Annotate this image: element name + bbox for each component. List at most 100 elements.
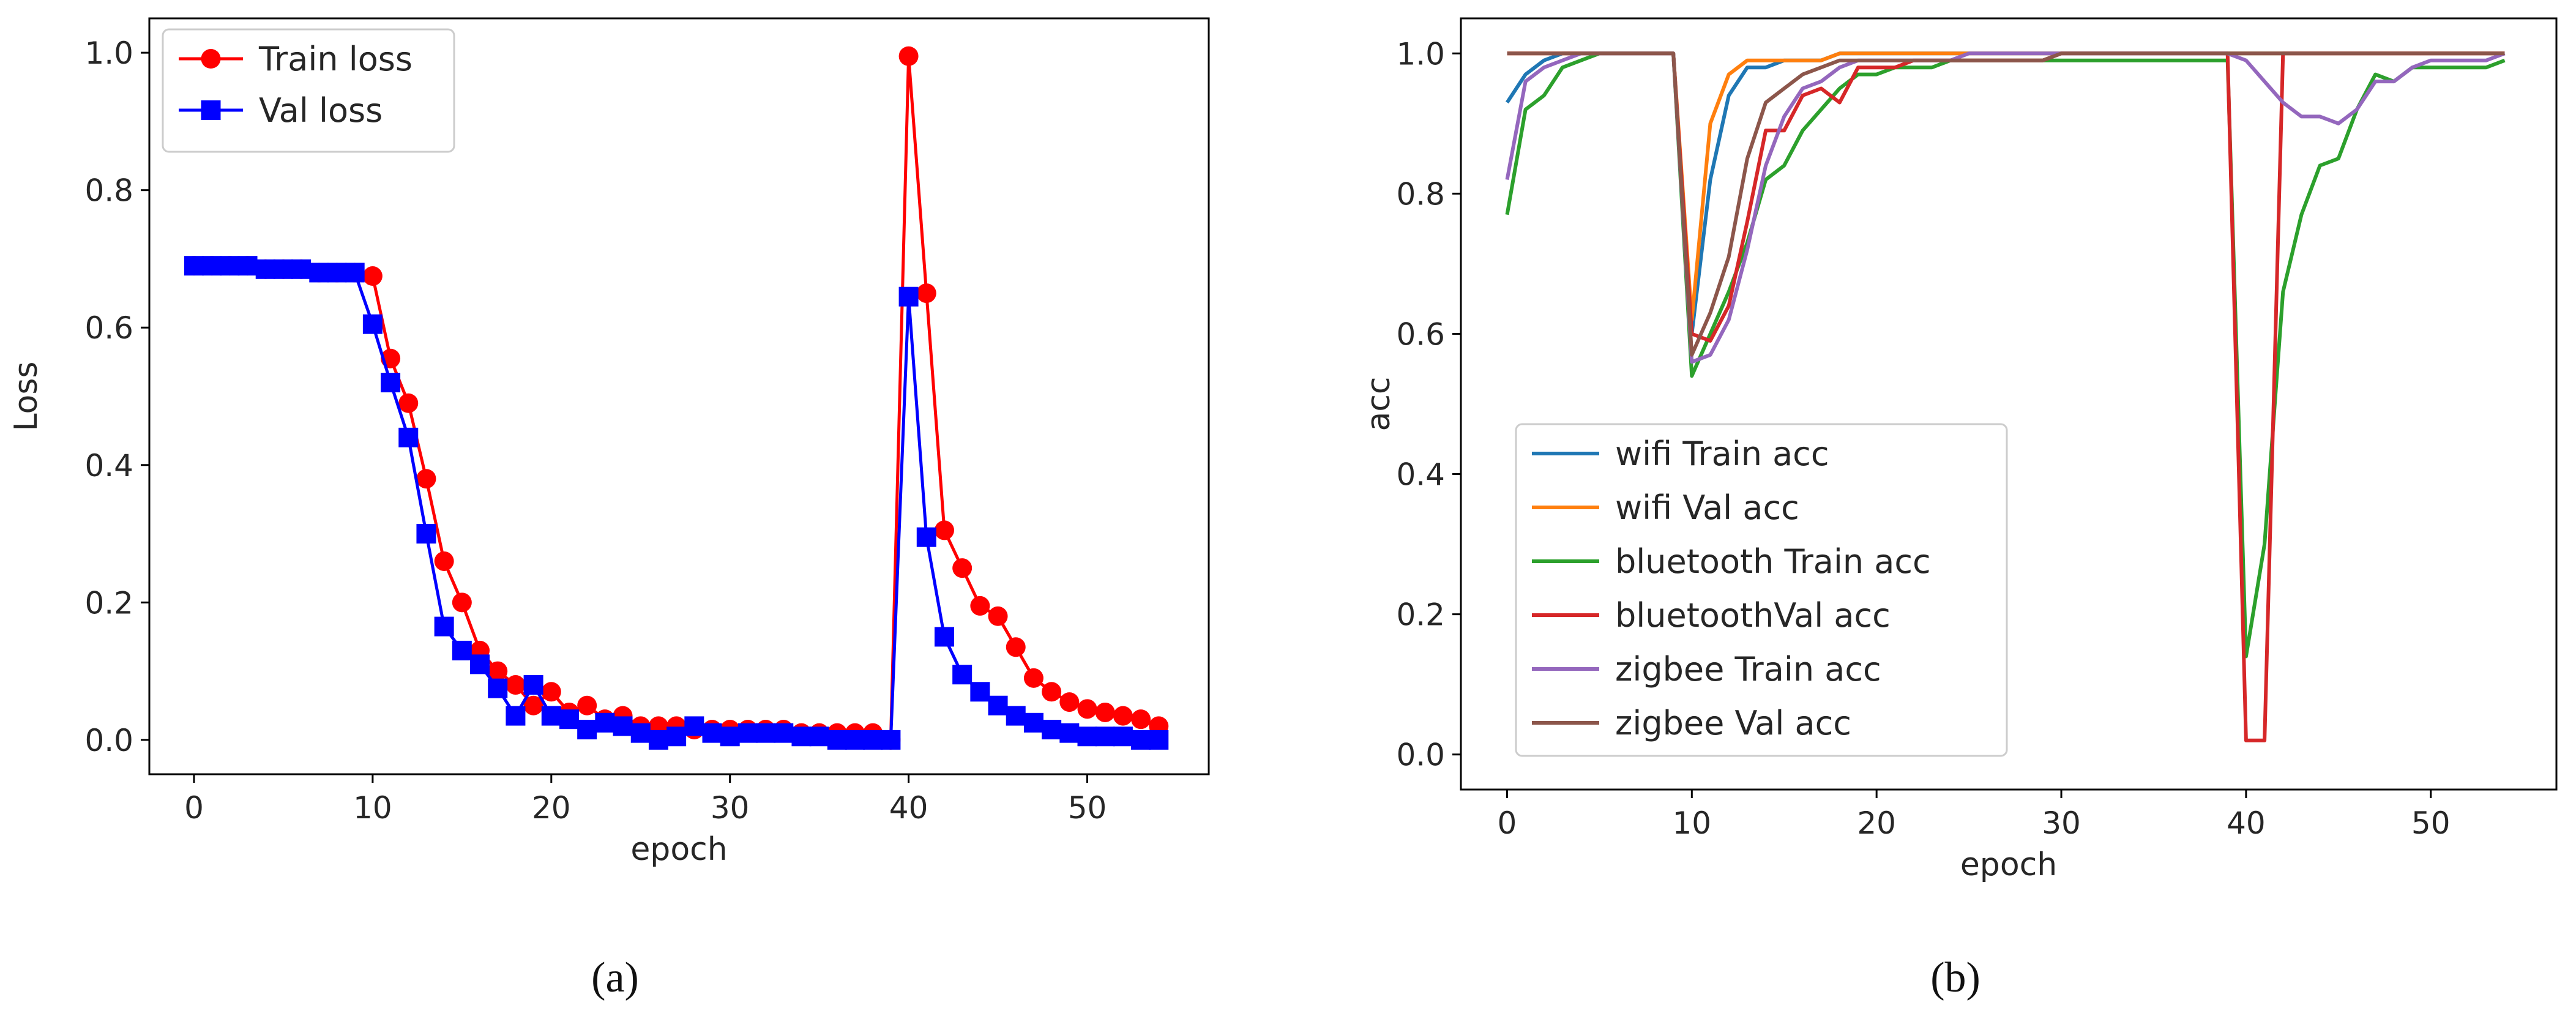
series-val-loss (184, 256, 1169, 750)
data-point (362, 266, 383, 286)
y-tick-label: 0.2 (84, 585, 133, 621)
data-point (345, 263, 365, 283)
data-point (255, 259, 275, 279)
data-point (988, 695, 1008, 715)
data-point (1095, 702, 1115, 722)
legend-label: bluetoothVal acc (1615, 596, 1891, 635)
data-point (1042, 720, 1062, 740)
legend-marker (201, 49, 221, 69)
data-point (488, 678, 508, 698)
data-point (523, 675, 543, 695)
data-point (845, 730, 865, 750)
data-point (970, 682, 990, 702)
y-tick-label: 0.8 (84, 173, 133, 209)
data-point (684, 716, 704, 736)
y-tick-label: 1.0 (84, 35, 133, 71)
data-point (898, 46, 919, 66)
x-tick-label: 30 (711, 790, 750, 826)
x-tick-label: 10 (353, 790, 392, 826)
data-point (737, 723, 758, 743)
data-point (452, 592, 472, 613)
data-point (1006, 637, 1026, 657)
data-point (1059, 692, 1080, 712)
data-point (1149, 730, 1169, 750)
data-point (916, 283, 936, 304)
data-point (1023, 668, 1043, 688)
data-point (1131, 730, 1151, 750)
data-point (1131, 709, 1151, 730)
data-point (863, 730, 883, 750)
data-point (220, 256, 240, 276)
x-tick-label: 40 (889, 790, 928, 826)
y-tick-label: 0.4 (84, 448, 133, 484)
data-point (434, 616, 454, 637)
data-point (1095, 727, 1115, 747)
series-line (1507, 51, 2505, 357)
data-point (416, 469, 436, 489)
data-point (1006, 706, 1026, 726)
x-axis-label: epoch (630, 831, 727, 868)
x-tick-label: 0 (184, 790, 204, 826)
data-point (898, 286, 919, 307)
data-point (756, 723, 776, 743)
data-point (630, 723, 651, 743)
x-tick-label: 50 (2411, 805, 2451, 841)
data-point (559, 709, 579, 730)
data-point (952, 665, 973, 685)
series-zigbee-val-acc (1507, 51, 2505, 357)
data-point (541, 706, 561, 726)
data-point (237, 256, 258, 276)
data-point (595, 712, 615, 733)
data-point (934, 627, 954, 647)
data-point (1113, 706, 1133, 726)
data-point (613, 716, 633, 736)
loss-chart: 0 10 20 30 40 50 0.0 0.2 0.4 0.6 0.8 1.0 epoch Loss Tr… (8, 17, 1210, 1001)
legend-label: Train loss (258, 40, 413, 78)
data-point (452, 640, 472, 660)
y-tick-label: 0.0 (84, 723, 133, 758)
data-point (988, 606, 1008, 626)
data-point (273, 259, 293, 279)
legend-marker (201, 100, 221, 120)
legend-label: zigbee Train acc (1615, 650, 1881, 689)
data-point (577, 695, 597, 715)
legend-label: bluetooth Train acc (1615, 542, 1931, 581)
x-tick-label: 50 (1068, 790, 1107, 826)
x-axis-label: epoch (1960, 846, 2057, 883)
legend: wifi Train acc wifi Val acc bluetooth Trai… (1515, 423, 2008, 757)
y-tick-label: 0.8 (1396, 176, 1445, 212)
data-point (506, 675, 526, 695)
data-point (1077, 699, 1097, 719)
data-point (398, 393, 419, 413)
accuracy-chart: 0 10 20 30 40 50 0.0 0.2 0.4 0.6 0.8 1.0 epoch acc wif… (1361, 17, 2558, 1001)
data-point (934, 520, 954, 540)
data-point (470, 654, 490, 674)
data-point (720, 727, 740, 747)
legend-label: Val loss (259, 91, 383, 130)
data-point (1077, 727, 1097, 747)
data-point (523, 695, 543, 715)
data-point (774, 723, 794, 743)
y-axis-label: Loss (8, 361, 45, 431)
y-axis-label: acc (1361, 376, 1397, 431)
data-point (952, 558, 973, 578)
x-tick-label: 30 (2042, 805, 2081, 841)
data-point (416, 524, 436, 544)
y-tick-label: 0.0 (1396, 738, 1445, 773)
data-point (702, 723, 722, 743)
y-tick-label: 0.6 (84, 310, 133, 346)
x-tick-label: 40 (2227, 805, 2266, 841)
data-point (541, 682, 561, 702)
x-tick-label: 10 (1673, 805, 1712, 841)
data-point (309, 263, 329, 283)
data-point (184, 256, 204, 276)
x-tick-label: 20 (1857, 805, 1896, 841)
data-point (791, 727, 812, 747)
y-tick-label: 0.2 (1396, 597, 1445, 633)
data-point (381, 373, 401, 393)
legend-label: wifi Val acc (1615, 488, 1799, 527)
data-point (1023, 712, 1043, 733)
x-tick-label: 20 (532, 790, 571, 826)
y-tick-label: 0.4 (1396, 457, 1445, 493)
